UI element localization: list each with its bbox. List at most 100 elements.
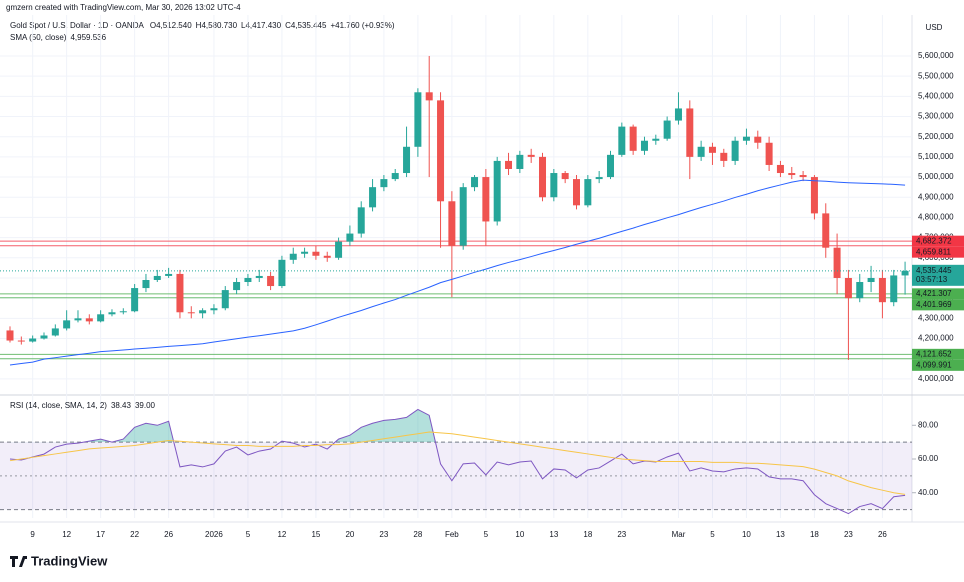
last-price-tag (912, 264, 964, 286)
candle-body (810, 177, 818, 214)
candle-body (233, 282, 241, 291)
change: +41.760 (+0.93%) (330, 21, 394, 30)
ohlc-value: 4,417.430 (245, 21, 281, 30)
candle-body (391, 173, 399, 180)
ohlc-key: H (196, 21, 202, 30)
x-tick-label: 23 (617, 530, 626, 539)
candle-body (357, 207, 365, 234)
y-tick-label: 60.00 (918, 454, 939, 463)
candle-body (199, 310, 207, 314)
y-tick-label: 4,200,000 (918, 334, 954, 343)
y-tick-label: 80.00 (918, 420, 939, 429)
candle-body (97, 314, 105, 322)
level-label: 4,659.811 (916, 247, 952, 256)
level-tag (912, 288, 964, 300)
candle-body (459, 187, 467, 246)
candle-body (742, 136, 750, 141)
candle-body (51, 328, 59, 336)
y-tick-label: 40.00 (918, 488, 939, 497)
level-tag (912, 246, 964, 258)
candle-body (29, 338, 37, 342)
candle-body (221, 290, 229, 309)
candle-body (856, 282, 864, 299)
candle-body (244, 277, 252, 283)
legend-value: 38.43 (111, 401, 132, 410)
candle-body (278, 259, 286, 287)
y-tick-label: 4,900,000 (918, 192, 954, 201)
candle-body (40, 335, 48, 339)
candle-body (323, 255, 331, 258)
ohlc-key: C (285, 21, 291, 30)
sma-line (9, 179, 906, 366)
candle-body (482, 177, 490, 222)
ohlc-key: O (150, 21, 156, 30)
ohlc-value: 4,535.445 (291, 21, 327, 30)
candle-body (267, 275, 275, 287)
legend-value: 39.00 (135, 401, 156, 410)
candle-body (606, 154, 614, 178)
candle-body (493, 160, 501, 222)
candle-body (799, 175, 807, 178)
candle-body (822, 213, 830, 248)
x-tick-label: 23 (844, 530, 853, 539)
x-tick-label: 5 (246, 530, 251, 539)
candle-body (731, 140, 739, 161)
y-tick-label: 5,100,000 (918, 152, 954, 161)
level-tag (912, 359, 964, 371)
x-tick-label: 12 (277, 530, 286, 539)
candle-body (437, 100, 445, 202)
candle-body (142, 279, 150, 289)
credit: gmzern created with TradingView.com, Mar… (6, 3, 241, 12)
candle-body (187, 312, 195, 314)
legend-name: SMA (50, close) (10, 33, 67, 42)
level-label: 4,099.991 (916, 360, 952, 369)
candle-body (380, 179, 388, 188)
logo-mark (10, 556, 27, 567)
candle-body (708, 146, 716, 153)
level-label: 4,401.969 (916, 300, 952, 309)
candle-body (85, 318, 93, 322)
y-tick-label: 5,300,000 (918, 112, 954, 121)
candle-body (539, 156, 547, 198)
level-label: 4,121.652 (916, 349, 952, 358)
x-tick-label: 18 (583, 530, 592, 539)
candle-body (119, 311, 127, 313)
level-label: 4,682.372 (916, 236, 952, 245)
candle-body (844, 277, 852, 299)
candle-body (17, 340, 25, 342)
y-tick-label: 4,000,000 (918, 374, 954, 383)
candle-body (312, 251, 320, 256)
candle-body (369, 187, 377, 208)
x-tick-label: 15 (311, 530, 320, 539)
ohlc-value: 4,580.730 (201, 21, 237, 30)
x-tick-label: 5 (710, 530, 715, 539)
x-tick-label: 2026 (205, 530, 223, 539)
level-label: 4,421.307 (916, 289, 952, 298)
candle-body (6, 330, 14, 341)
x-tick-label: 23 (379, 530, 388, 539)
candle-body (901, 270, 909, 276)
level-tag (912, 348, 964, 360)
y-tick-label: 5,600,000 (918, 51, 954, 60)
candle-body (63, 320, 71, 329)
rsi-line (9, 431, 906, 495)
candle-body (516, 154, 524, 169)
candle-body (561, 173, 569, 180)
candle-body (74, 318, 82, 321)
candle-body (153, 275, 161, 280)
candle-body (335, 241, 343, 258)
legend-value: 4,959.536 (70, 33, 106, 42)
y-tick-label: 5,400,000 (918, 91, 954, 100)
logo: TradingView (10, 553, 108, 568)
y-tick-label: 5,200,000 (918, 132, 954, 141)
x-tick-label: 26 (164, 530, 173, 539)
countdown: 03:57:13 (916, 275, 948, 284)
candle-body (448, 201, 456, 246)
currency: USD (926, 23, 943, 32)
y-tick-label: 5,500,000 (918, 71, 954, 80)
candle-body (640, 140, 648, 151)
x-tick-label: 28 (413, 530, 422, 539)
candle-body (301, 251, 309, 254)
candle-body (595, 177, 603, 180)
